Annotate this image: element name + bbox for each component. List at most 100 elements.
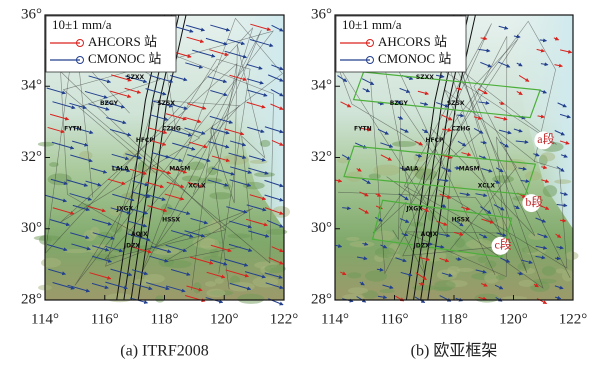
lat-tick-label: 30° [21, 220, 42, 236]
relief [543, 185, 557, 197]
relief [434, 280, 456, 290]
relief [474, 294, 499, 303]
relief [485, 260, 496, 267]
station-label: JXGX [116, 205, 134, 212]
relief [517, 263, 529, 271]
segment-label: c段 [494, 237, 511, 252]
relief [228, 233, 251, 238]
station-label: CZHG [452, 126, 471, 133]
lon-tick-label: 114° [31, 311, 59, 327]
station-label: LALA [402, 165, 419, 172]
relief [155, 295, 165, 302]
relief [375, 247, 395, 258]
relief [158, 257, 173, 267]
legend-item: CMONOC 站 [378, 51, 451, 66]
relief [528, 233, 545, 240]
lon-tick-label: 116° [381, 311, 409, 327]
relief [203, 256, 223, 261]
relief [215, 278, 224, 284]
station-label: XCLX [478, 183, 496, 190]
lon-tick-label: 122° [559, 311, 588, 327]
relief [38, 142, 54, 147]
relief [84, 230, 97, 241]
station-label: CZHG [162, 126, 181, 133]
station-label: LALA [112, 165, 129, 172]
relief [565, 252, 578, 260]
relief [478, 256, 488, 263]
legend-scale: 10±1 mm/a [52, 17, 112, 32]
station-label: JXGX [405, 205, 423, 212]
station-label: JDZX [413, 242, 431, 249]
panel-caption: (b) 欧亚框架 [411, 342, 498, 360]
relief [206, 289, 225, 298]
relief [106, 293, 134, 302]
station-label: MASM [459, 165, 480, 172]
relief [392, 141, 416, 147]
station-label: AQJX [421, 231, 438, 238]
relief [413, 285, 437, 290]
map-panel: a段 b段 c段 SZXX BZGY SZSX FYTN HFCP CZHG LALA MASM XC… [311, 6, 587, 359]
lon-tick-label: 120° [499, 311, 528, 327]
station-label: BZGY [100, 100, 119, 107]
segment-label: b段 [525, 194, 543, 209]
station-label: HSSX [162, 217, 180, 224]
relief [379, 289, 394, 293]
relief [63, 249, 89, 253]
segment-label: a段 [537, 131, 554, 146]
station-label: FYTN [64, 126, 82, 133]
velocity-arrow [560, 220, 566, 221]
relief [79, 151, 92, 160]
station-label: AQJX [131, 231, 148, 238]
station-label: HFCP [425, 137, 444, 144]
figure: SZXX BZGY SZSX FYTN HFCP CZHG LALA MASM XCLX JXGX… [0, 0, 601, 365]
lat-tick-label: 32° [21, 149, 42, 165]
relief [542, 266, 556, 276]
relief [207, 166, 217, 175]
lat-tick-label: 36° [21, 6, 42, 22]
lon-tick-label: 116° [91, 311, 119, 327]
relief [455, 238, 465, 248]
relief [348, 287, 368, 294]
relief [365, 270, 387, 281]
relief [554, 179, 571, 184]
relief [349, 241, 374, 247]
station-label: FYTN [354, 126, 372, 133]
lon-tick-label: 118° [440, 311, 468, 327]
relief [519, 280, 535, 287]
legend-scale: 10±1 mm/a [342, 17, 402, 32]
map-panel: SZXX BZGY SZSX FYTN HFCP CZHG LALA MASM XCLX JXGX… [21, 6, 298, 359]
station-label: HSSX [452, 217, 470, 224]
station-label: JDZX [123, 242, 141, 249]
lat-tick-label: 34° [311, 78, 332, 94]
lon-tick-label: 118° [151, 311, 179, 327]
station-label: SZSX [157, 100, 175, 107]
lat-tick-label: 28° [311, 291, 332, 307]
legend-item: AHCORS 站 [378, 34, 447, 49]
station-label: MASM [169, 165, 190, 172]
station-label: BZGY [390, 100, 409, 107]
relief [342, 294, 364, 300]
lat-tick-label: 36° [311, 6, 332, 22]
relief [541, 152, 556, 161]
relief [264, 265, 285, 274]
lat-tick-label: 30° [311, 220, 332, 236]
velocity-arrow [555, 258, 560, 259]
lon-tick-label: 122° [270, 311, 299, 327]
relief [209, 192, 232, 199]
lon-tick-label: 120° [210, 311, 239, 327]
relief [347, 272, 361, 278]
relief [272, 206, 290, 218]
relief [556, 268, 565, 273]
station-label: XCLX [188, 183, 206, 190]
station-label: SZXX [416, 74, 434, 81]
panel-caption: (a) ITRF2008 [120, 343, 208, 360]
relief [205, 281, 216, 287]
legend-item: AHCORS 站 [88, 34, 157, 49]
lat-tick-label: 34° [21, 78, 42, 94]
lat-tick-label: 28° [21, 291, 42, 307]
station-label: HFCP [136, 137, 155, 144]
lat-tick-label: 32° [311, 149, 332, 165]
legend-item: CMONOC 站 [88, 51, 161, 66]
station-label: SZSX [447, 100, 465, 107]
station-label: SZXX [126, 74, 144, 81]
